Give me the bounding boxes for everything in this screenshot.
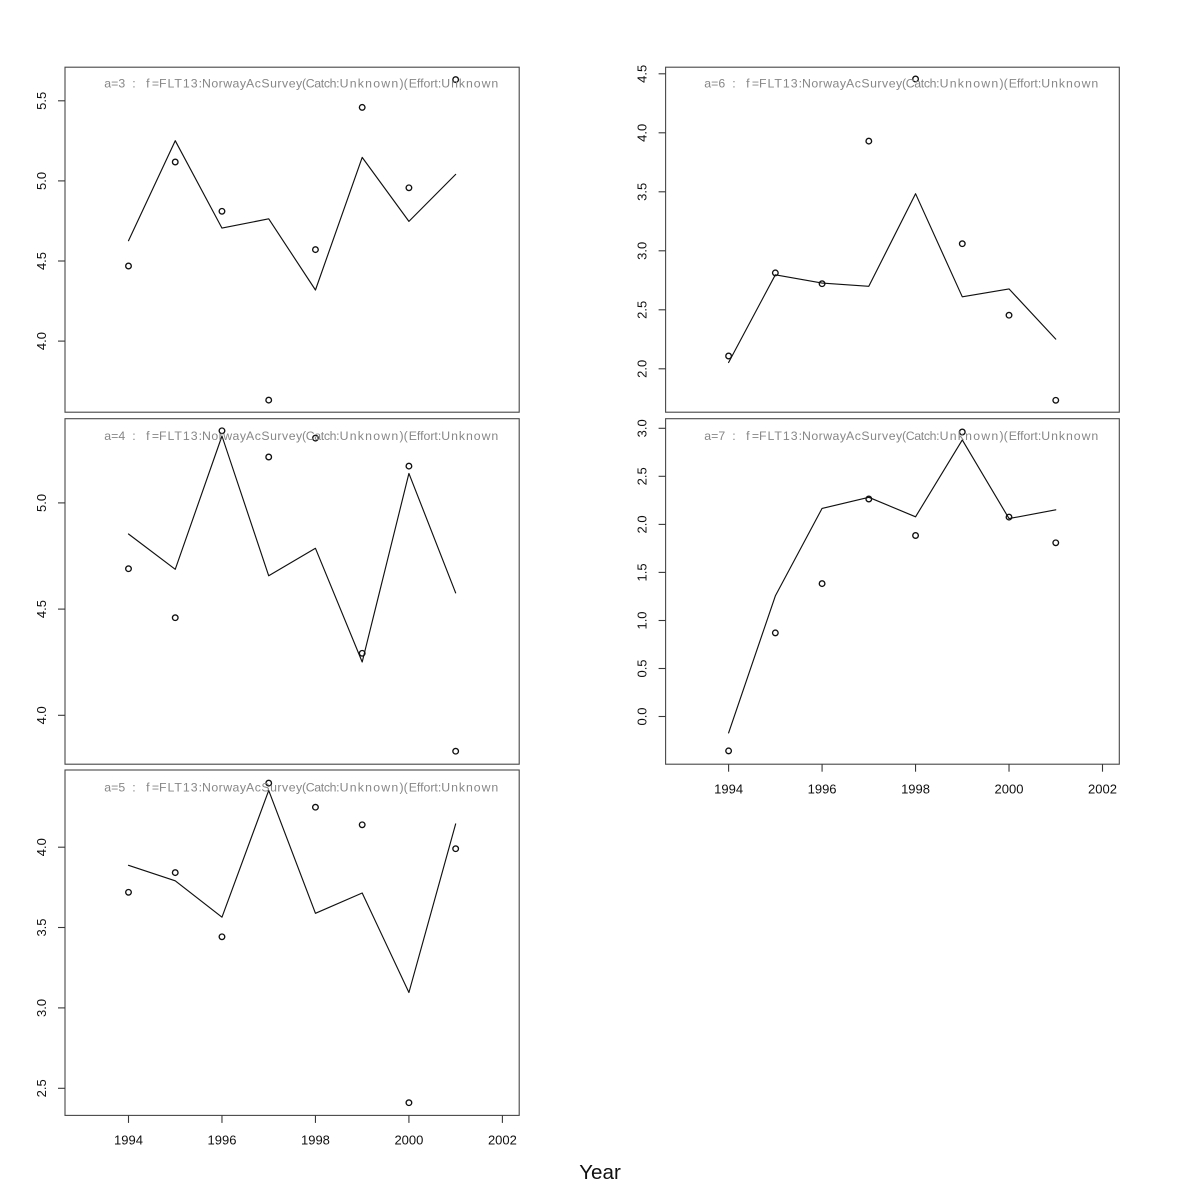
svg-text::: :	[132, 77, 135, 91]
svg-text:0.5: 0.5	[634, 659, 649, 677]
svg-text:1998: 1998	[901, 781, 930, 796]
svg-text:Unknown): Unknown)	[340, 781, 404, 795]
svg-text:a=6: a=6	[704, 77, 725, 91]
svg-text:f=: f=	[146, 781, 159, 795]
svg-text:Norway: Norway	[202, 77, 247, 91]
svg-text:4.0: 4.0	[34, 838, 49, 856]
svg-text:3.5: 3.5	[634, 183, 649, 201]
svg-text:4.5: 4.5	[34, 252, 49, 270]
svg-text:Unknown: Unknown	[441, 781, 498, 795]
svg-text:1996: 1996	[808, 781, 837, 796]
svg-text:3.0: 3.0	[634, 242, 649, 260]
svg-text:FLT13:: FLT13:	[159, 429, 202, 443]
svg-text:(Catch:: (Catch:	[902, 429, 940, 443]
svg-text:2.0: 2.0	[634, 515, 649, 533]
svg-text:f=: f=	[746, 429, 759, 443]
svg-text:Year: Year	[579, 1161, 621, 1184]
svg-text:Unknown: Unknown	[1041, 429, 1098, 443]
svg-text:a=4: a=4	[104, 429, 125, 443]
svg-text:2.5: 2.5	[34, 1079, 49, 1097]
svg-text::: :	[732, 429, 735, 443]
svg-text:3.0: 3.0	[34, 999, 49, 1017]
svg-text:1998: 1998	[301, 1133, 330, 1148]
svg-text:2002: 2002	[1088, 781, 1117, 796]
svg-text:Unknown): Unknown)	[340, 429, 404, 443]
svg-text:2000: 2000	[995, 781, 1024, 796]
svg-text:(: (	[404, 77, 409, 91]
svg-text:Effort:: Effort:	[1009, 77, 1042, 91]
svg-text:AcSurvey: AcSurvey	[246, 781, 303, 795]
svg-text:Unknown: Unknown	[441, 429, 498, 443]
svg-text:Unknown): Unknown)	[940, 77, 1004, 91]
svg-text::: :	[132, 781, 135, 795]
svg-text:AcSurvey: AcSurvey	[846, 429, 903, 443]
svg-text:2.5: 2.5	[634, 301, 649, 319]
svg-text:2.5: 2.5	[634, 467, 649, 485]
svg-text:2002: 2002	[488, 1133, 517, 1148]
svg-text::: :	[132, 429, 135, 443]
svg-text:3.0: 3.0	[634, 419, 649, 437]
svg-text:5.5: 5.5	[34, 92, 49, 110]
svg-text::: :	[732, 77, 735, 91]
svg-text:a=5: a=5	[104, 781, 125, 795]
svg-text:1996: 1996	[208, 1133, 237, 1148]
svg-text:(: (	[1004, 429, 1009, 443]
svg-text:(: (	[1004, 77, 1009, 91]
svg-text:5.0: 5.0	[34, 172, 49, 190]
svg-text:Effort:: Effort:	[1009, 429, 1042, 443]
svg-text:Effort:: Effort:	[409, 429, 442, 443]
svg-text:f=: f=	[146, 77, 159, 91]
svg-text:f=: f=	[146, 429, 159, 443]
svg-text:4.0: 4.0	[634, 124, 649, 142]
svg-text:Unknown: Unknown	[1041, 77, 1098, 91]
svg-text:FLT13:: FLT13:	[159, 77, 202, 91]
svg-text:(Catch:: (Catch:	[902, 77, 940, 91]
svg-text:Unknown: Unknown	[441, 77, 498, 91]
svg-text:0.0: 0.0	[634, 707, 649, 725]
svg-text:Norway: Norway	[802, 429, 847, 443]
svg-text:(: (	[404, 781, 409, 795]
svg-text:a=3: a=3	[104, 77, 125, 91]
svg-text:4.5: 4.5	[634, 65, 649, 83]
svg-text:Unknown): Unknown)	[340, 77, 404, 91]
svg-text:3.5: 3.5	[34, 918, 49, 936]
svg-text:(: (	[404, 429, 409, 443]
svg-text:AcSurvey: AcSurvey	[846, 77, 903, 91]
svg-text:(Catch:: (Catch:	[302, 429, 340, 443]
svg-text:FLT13:: FLT13:	[759, 77, 802, 91]
svg-text:AcSurvey: AcSurvey	[246, 77, 303, 91]
svg-text:2000: 2000	[394, 1133, 423, 1148]
svg-text:5.0: 5.0	[34, 494, 49, 512]
svg-text:2.0: 2.0	[634, 360, 649, 378]
svg-text:(Catch:: (Catch:	[302, 77, 340, 91]
svg-text:Norway: Norway	[202, 781, 247, 795]
svg-text:FLT13:: FLT13:	[759, 429, 802, 443]
svg-text:f=: f=	[746, 77, 759, 91]
svg-text:Unknown): Unknown)	[940, 429, 1004, 443]
svg-text:4.0: 4.0	[34, 332, 49, 350]
svg-text:4.5: 4.5	[34, 600, 49, 618]
svg-text:1.5: 1.5	[634, 563, 649, 581]
svg-text:Norway: Norway	[202, 429, 247, 443]
svg-text:Effort:: Effort:	[409, 781, 442, 795]
svg-text:Norway: Norway	[802, 77, 847, 91]
svg-text:1.0: 1.0	[634, 611, 649, 629]
svg-text:FLT13:: FLT13:	[159, 781, 202, 795]
svg-text:4.0: 4.0	[34, 706, 49, 724]
svg-text:a=7: a=7	[704, 429, 725, 443]
svg-text:1994: 1994	[714, 781, 743, 796]
svg-text:(Catch:: (Catch:	[302, 781, 340, 795]
svg-text:1994: 1994	[114, 1133, 143, 1148]
svg-text:AcSurvey: AcSurvey	[246, 429, 303, 443]
svg-text:Effort:: Effort:	[409, 77, 442, 91]
